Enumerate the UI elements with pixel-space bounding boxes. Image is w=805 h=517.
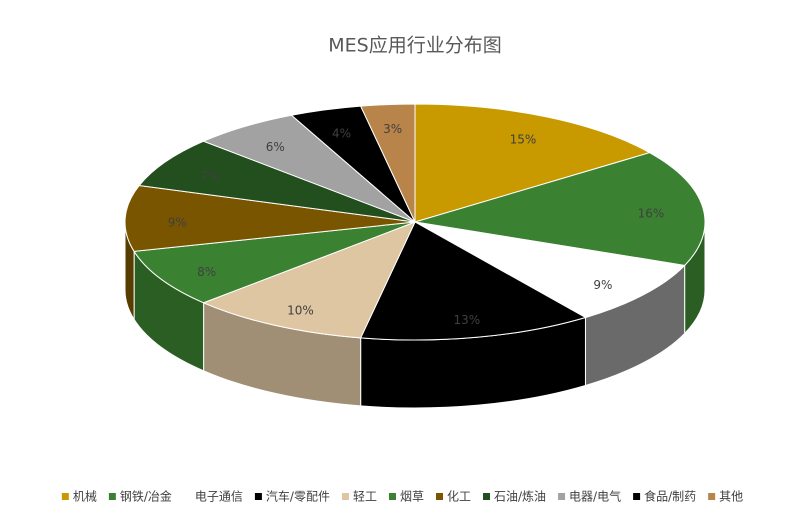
legend-swatch (108, 493, 116, 500)
legend-swatch (633, 493, 641, 500)
data-label: 9% (168, 215, 187, 229)
legend-swatch (341, 493, 349, 500)
legend-swatch (388, 493, 396, 500)
slice (414, 103, 651, 223)
legend-label: 电子通信 (195, 490, 243, 504)
slice (202, 221, 416, 339)
data-label: 9% (593, 278, 612, 292)
legend-label: 化工 (447, 490, 471, 504)
legend-label: 食品/制药 (644, 489, 696, 504)
legend-label: 钢铁/冶金 (120, 489, 172, 504)
legend-label: 机械 (73, 489, 97, 504)
data-label: 6% (266, 140, 285, 154)
slice (133, 221, 416, 304)
slice (414, 152, 706, 266)
legend-label: 烟草 (400, 490, 424, 504)
data-label: 16% (638, 206, 665, 220)
legend-label: 电器/电气 (569, 489, 621, 504)
legend-swatch (558, 493, 566, 500)
slice (124, 185, 416, 252)
data-label: 8% (197, 265, 216, 279)
legend-swatch (708, 493, 716, 500)
legend-swatch (61, 493, 69, 500)
slice (359, 103, 416, 223)
data-label: 3% (383, 122, 402, 136)
legend-label: 石油/炼油 (494, 489, 546, 504)
data-label: 4% (332, 126, 351, 140)
data-label: 15% (510, 132, 537, 146)
data-label: 13% (454, 313, 481, 327)
legend-label: 其他 (719, 490, 743, 504)
legend-label: 汽车/零配件 (266, 489, 330, 504)
data-label: 10% (287, 303, 314, 317)
data-label: 7% (201, 169, 220, 183)
legend-swatch (254, 493, 262, 500)
slice (359, 221, 587, 341)
legend-label: 轻工 (353, 490, 377, 504)
chart-title: MES应用行业分布图 (328, 35, 501, 57)
legend-swatch (435, 493, 443, 500)
legend-swatch (483, 493, 491, 500)
slice (414, 221, 686, 319)
slice (138, 140, 416, 223)
legend-swatch (183, 493, 191, 500)
